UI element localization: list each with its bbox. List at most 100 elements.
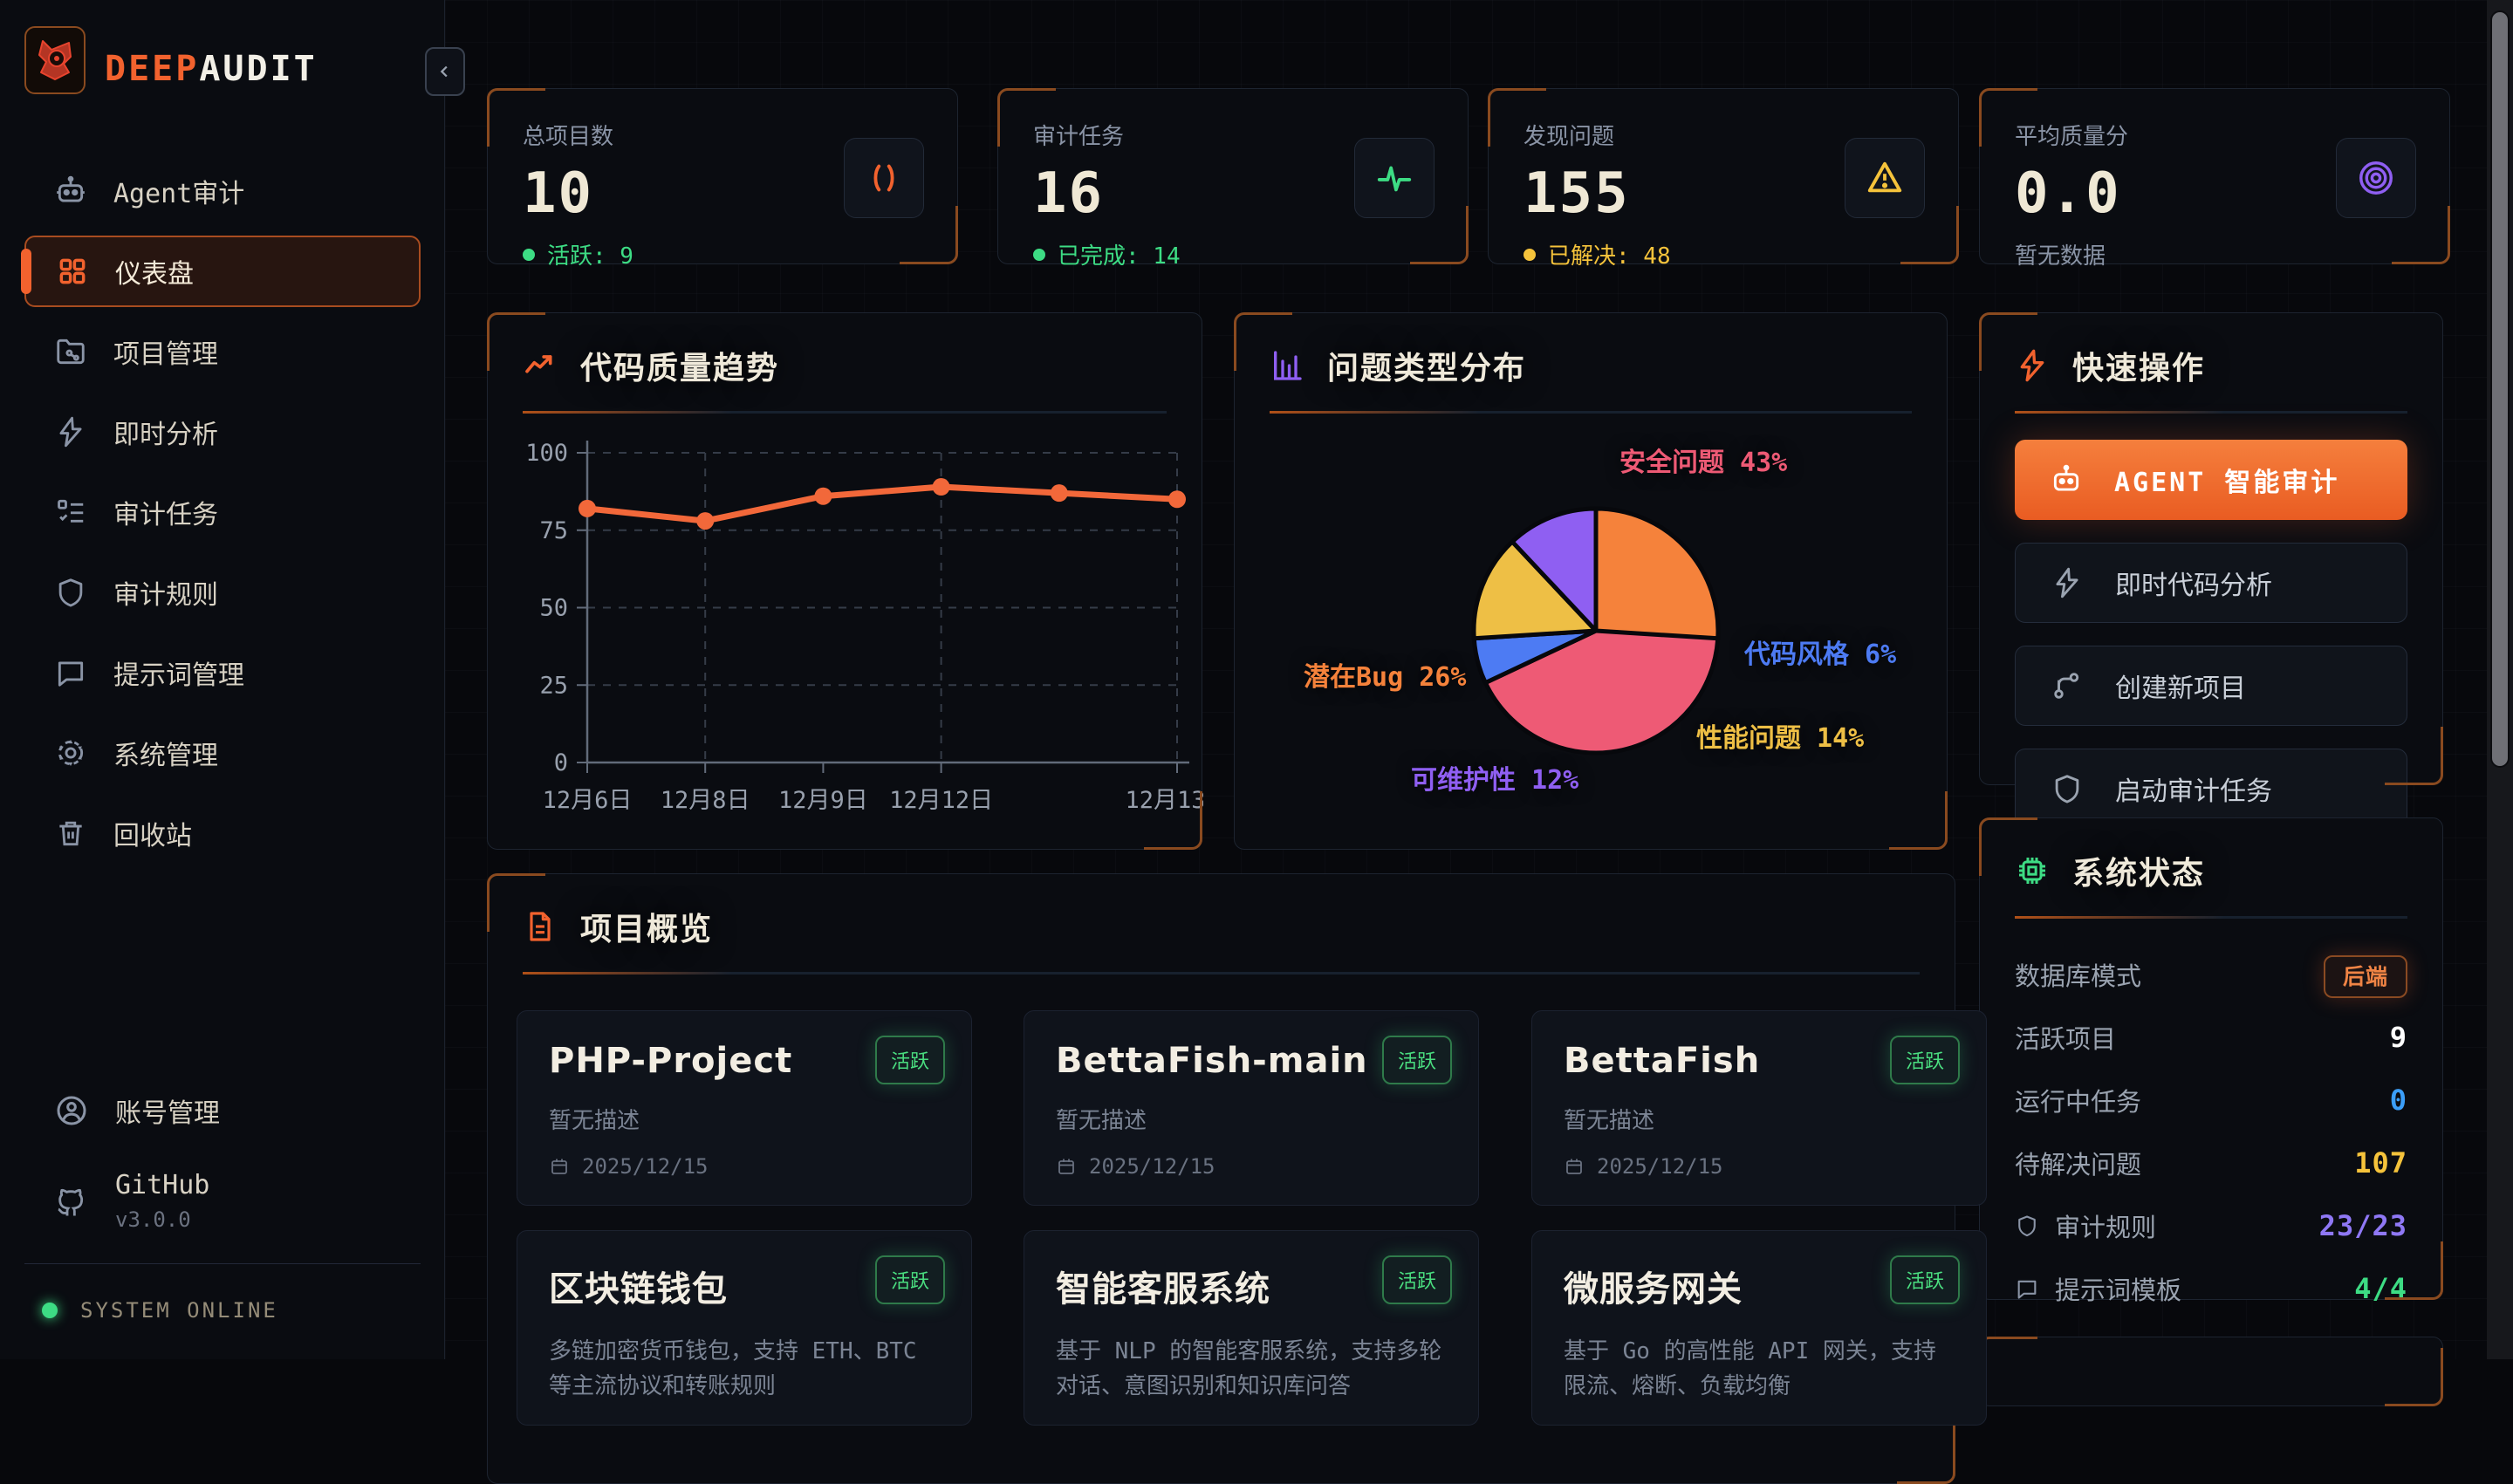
pie-slice[interactable] [1510, 506, 1599, 633]
page-scrollbar-thumb[interactable] [2490, 10, 2510, 768]
start-audit-task-button[interactable]: 启动审计任务 [2015, 749, 2407, 829]
project-card-php-project[interactable]: PHP-Project 活跃 暂无描述 2025/12/15 [517, 1010, 972, 1206]
sidebar-item-audit-tasks[interactable]: 审计任务 [24, 476, 421, 548]
sidebar-item-system[interactable]: 系统管理 [24, 717, 421, 789]
line-point[interactable] [932, 478, 950, 496]
status-row-running-tasks: 运行中任务 0 [2015, 1069, 2407, 1132]
status-row-db-mode: 数据库模式 后端 [2015, 943, 2407, 1006]
stat-icon-box [1845, 138, 1925, 218]
sidebar-item-recycle-bin[interactable]: 回收站 [24, 797, 421, 869]
sidebar-item-prompts[interactable]: 提示词管理 [24, 637, 421, 708]
project-date-value: 2025/12/15 [1089, 1154, 1215, 1180]
line-point[interactable] [696, 512, 715, 530]
button-label: AGENT 智能审计 [2114, 468, 2340, 498]
panel-title: 系统状态 [2072, 856, 2206, 892]
project-card-blockchain-wallet[interactable]: 区块链钱包 活跃 多链加密货币钱包，支持 ETH、BTC 等主流协议和转账规则 [517, 1230, 972, 1426]
pulse-icon [1377, 166, 1412, 192]
sidebar-collapse-button[interactable] [425, 47, 465, 96]
project-description: 基于 NLP 的智能客服系统，支持多轮对话、意图识别和知识库问答 [1056, 1338, 1442, 1400]
status-row-prompt-templates: 提示词模板 4/4 [2015, 1257, 2407, 1320]
status-value: 0 [2389, 1084, 2407, 1117]
pie-slice[interactable] [1482, 628, 1721, 756]
system-online-label: SYSTEM ONLINE [80, 1298, 278, 1323]
line-point[interactable] [814, 487, 832, 505]
lightning-icon [59, 416, 82, 448]
stat-card-audit-tasks: 审计任务 16 已完成: 14 [997, 88, 1469, 270]
sidebar-item-label: 回收站 [113, 821, 192, 851]
project-date-value: 2025/12/15 [1597, 1154, 1723, 1180]
line-point[interactable] [1050, 484, 1068, 503]
instant-analysis-button[interactable]: 即时代码分析 [2015, 543, 2407, 623]
panel-title: 代码质量趋势 [580, 351, 780, 386]
project-card-microservice-gateway[interactable]: 微服务网关 活跃 基于 Go 的高性能 API 网关，支持限流、熔断、负载均衡 [1531, 1230, 1987, 1426]
line-point[interactable] [1168, 490, 1186, 509]
svg-text:75: 75 [539, 517, 568, 544]
project-name: BettaFish-main [1056, 1041, 1368, 1081]
project-name: PHP-Project [549, 1041, 793, 1081]
status-value: 9 [2389, 1021, 2407, 1054]
sidebar-item-projects[interactable]: 项目管理 [24, 316, 421, 387]
project-card-smart-customer-service[interactable]: 智能客服系统 活跃 基于 NLP 的智能客服系统，支持多轮对话、意图识别和知识库… [1024, 1230, 1479, 1426]
sidebar-item-github[interactable]: GitHub v3.0.0 [24, 1160, 421, 1241]
document-icon [530, 912, 551, 941]
sidebar-item-label: 仪表盘 [115, 259, 194, 290]
status-dot-icon [523, 248, 535, 261]
pie-labels: 安全问题 43% 代码风格 6% 性能问题 14% 可维护性 12% 潜在Bug 26% [1235, 313, 1948, 851]
git-branch-icon [2054, 673, 2079, 699]
sidebar-item-agent-audit[interactable]: Agent审计 [24, 155, 421, 227]
pie-slice-label: 可维护性 12% [1411, 765, 1579, 796]
project-folder-icon [57, 339, 85, 365]
sidebar-item-label: Agent审计 [113, 179, 245, 209]
sidebar-item-audit-rules[interactable]: 审计规则 [24, 557, 421, 628]
sidebar-item-dashboard[interactable]: 仪表盘 [21, 236, 421, 307]
svg-text:100: 100 [525, 440, 568, 467]
stat-card-avg-quality: 平均质量分 0.0 暂无数据 [1979, 88, 2450, 270]
panel-divider [523, 972, 1920, 975]
project-description: 多链加密货币钱包，支持 ETH、BTC 等主流协议和转账规则 [549, 1338, 917, 1400]
page-scrollbar-track[interactable] [2487, 0, 2513, 1359]
github-label: GitHub [115, 1169, 210, 1200]
db-mode-badge: 后端 [2323, 955, 2407, 998]
status-row-audit-rules: 审计规则 23/23 [2015, 1194, 2407, 1257]
line-point[interactable] [579, 499, 596, 517]
stat-card-issues-found: 发现问题 155 已解决: 48 [1488, 88, 1959, 270]
status-label: 提示词模板 [2055, 1275, 2182, 1305]
project-card-bettafish-main[interactable]: BettaFish-main 活跃 暂无描述 2025/12/15 [1024, 1010, 1479, 1206]
calendar-icon [551, 1159, 567, 1175]
calendar-icon [1058, 1159, 1074, 1175]
sidebar-item-label: 项目管理 [113, 339, 218, 370]
panel-divider [1270, 411, 1912, 414]
chevron-left-icon [440, 65, 448, 78]
project-card-bettafish[interactable]: BettaFish 活跃 暂无描述 2025/12/15 [1531, 1010, 1987, 1206]
project-status-badge: 活跃 [874, 1036, 945, 1084]
project-name: 区块链钱包 [549, 1269, 728, 1310]
status-label: 数据库模式 [2015, 961, 2142, 991]
pie-slice[interactable] [1593, 506, 1721, 641]
system-online-status: SYSTEM ONLINE [42, 1298, 278, 1323]
message-icon [2017, 1280, 2037, 1299]
sidebar-item-account[interactable]: 账号管理 [24, 1075, 421, 1146]
svg-text:12月8日: 12月8日 [661, 787, 750, 814]
sidebar-item-instant-analysis[interactable]: 即时分析 [24, 396, 421, 468]
project-description: 暂无描述 [1564, 1108, 1655, 1134]
status-label: 待解决问题 [2015, 1150, 2142, 1180]
system-status-panel: 系统状态 数据库模式 后端 活跃项目 9 运行中任务 0 待解决问题 107 审… [1979, 817, 2443, 1305]
active-indicator [21, 249, 31, 294]
user-circle-icon [57, 1096, 86, 1125]
stat-sub-label: 活跃: 9 [547, 243, 633, 270]
projects-overview-panel: 项目概览 PHP-Project 活跃 暂无描述 2025/12/15 Bett… [487, 873, 1987, 1484]
stat-icon-box [844, 138, 924, 218]
agent-audit-button[interactable]: AGENT 智能审计 [2015, 440, 2407, 520]
create-project-button[interactable]: 创建新项目 [2015, 646, 2407, 726]
shield-icon [2055, 775, 2079, 804]
main-content: 总项目数 10 活跃: 9 审计任务 16 已完成: 14 发现问题 155 已… [445, 0, 2513, 1484]
quality-trend-chart[interactable]: 0 25 50 75 100 12月6日 12月8日 12月9日 12月12日 12月13日 [488, 313, 1203, 851]
issue-type-pie-chart[interactable] [1235, 313, 1948, 851]
pie-slice[interactable] [1471, 539, 1599, 641]
shield-icon [2018, 1215, 2036, 1237]
pie-slice-label: 安全问题 43% [1619, 448, 1788, 478]
status-label: 运行中任务 [2015, 1087, 2142, 1117]
project-status-badge: 活跃 [1381, 1255, 1452, 1304]
sidebar-item-label: 提示词管理 [113, 660, 244, 691]
panel-divider [2015, 916, 2407, 919]
